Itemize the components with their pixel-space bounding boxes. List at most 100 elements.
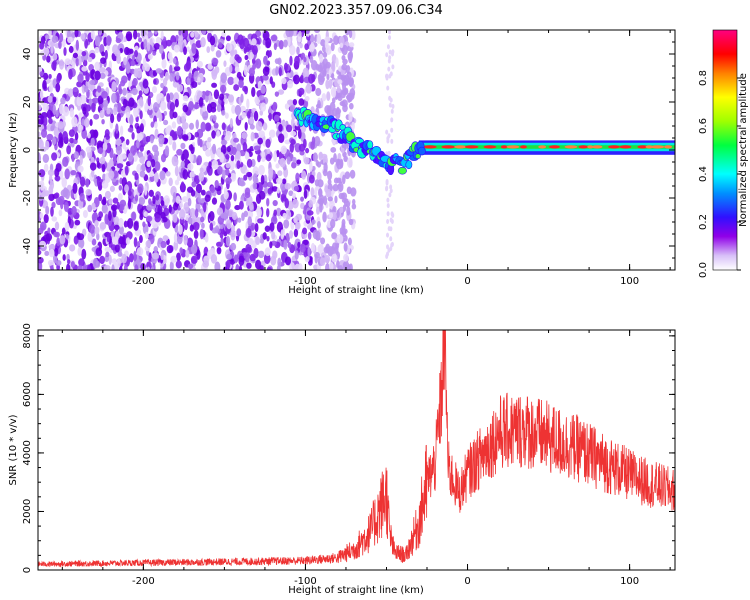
noise-blob (298, 185, 302, 193)
noise-blob (246, 158, 253, 168)
noise-blob (221, 110, 226, 116)
noise-blob (118, 83, 122, 93)
noise-blob (98, 30, 103, 36)
noise-blob (206, 140, 212, 149)
noise-blob (277, 89, 285, 95)
noise-blob (91, 102, 96, 113)
noise-blob (45, 205, 50, 215)
noise-blob (266, 266, 272, 270)
noise-blob (325, 79, 330, 90)
noise-blob (220, 212, 227, 219)
noise-blob (278, 66, 282, 77)
noise-blob (221, 31, 226, 38)
noise-blob (268, 167, 274, 177)
noise-blob (172, 57, 177, 65)
noise-blob (234, 54, 240, 61)
noise-blob (303, 156, 310, 165)
noise-blob (259, 109, 264, 116)
noise-blob (191, 81, 198, 89)
noise-blob (343, 155, 348, 163)
noise-blob (99, 156, 106, 165)
noise-blob (43, 116, 48, 127)
noise-blob (244, 54, 249, 61)
noise-blob (81, 66, 88, 72)
noise-blob (287, 79, 294, 89)
noise-blob (344, 171, 351, 180)
noise-blob (324, 38, 329, 50)
noise-blob (69, 137, 75, 144)
noise-blob (255, 120, 263, 132)
noise-blob (44, 42, 48, 48)
noise-blob (153, 78, 157, 85)
noise-blob (137, 37, 143, 43)
noise-blob (230, 242, 237, 251)
noise-blob (242, 142, 248, 152)
noise-blob (271, 186, 278, 192)
noise-blob (155, 193, 160, 201)
noise-blob (281, 195, 287, 202)
noise-blob (198, 96, 204, 107)
noise-blob (293, 228, 299, 238)
noise-blob (202, 105, 207, 112)
noise-blob (273, 209, 278, 217)
noise-blob (125, 237, 131, 245)
noise-blob (55, 82, 61, 93)
noise-blob (318, 152, 323, 159)
noise-blob (39, 212, 44, 219)
y-tick-label: 8000 (22, 323, 33, 348)
noise-blob (102, 142, 108, 151)
noise-blob (104, 49, 108, 60)
noise-blob (114, 244, 120, 253)
noise-blob (133, 106, 139, 118)
noise-blob (42, 102, 49, 112)
noise-blob (318, 76, 325, 86)
noise-blob (153, 30, 158, 35)
noise-blob (238, 264, 243, 270)
noise-blob (62, 106, 70, 117)
noise-blob (203, 201, 207, 213)
noise-blob (59, 136, 64, 146)
noise-blob (38, 227, 44, 235)
snr-xlabel: Height of straight line (km) (288, 585, 424, 596)
noise-blob (388, 49, 392, 55)
noise-blob (134, 45, 139, 52)
noise-blob (341, 228, 348, 235)
x-tick-label: 0 (464, 576, 470, 587)
noise-blob (330, 73, 335, 79)
noise-blob (226, 253, 233, 260)
noise-blob (206, 30, 214, 34)
noise-blob (142, 221, 146, 228)
noise-blob (138, 197, 146, 206)
noise-blob (219, 93, 225, 101)
noise-blob (294, 55, 300, 66)
noise-blob (174, 165, 179, 177)
noise-blob (59, 103, 64, 115)
noise-blob (264, 247, 271, 257)
noise-blob (82, 59, 88, 67)
noise-blob (59, 235, 66, 245)
noise-blob (77, 264, 83, 270)
snr-background (38, 330, 675, 570)
noise-blob (298, 98, 305, 106)
noise-blob (101, 91, 108, 99)
noise-blob (47, 169, 55, 176)
noise-blob (302, 67, 310, 79)
noise-blob (225, 35, 231, 42)
noise-blob (247, 216, 253, 227)
noise-blob (143, 38, 148, 50)
noise-blob (386, 251, 390, 257)
noise-blob (245, 227, 252, 238)
noise-blob (249, 253, 256, 262)
noise-blob (339, 101, 346, 107)
noise-blob (81, 118, 85, 126)
noise-blob (161, 59, 167, 69)
trace-band-inner (418, 145, 675, 149)
noise-blob (84, 38, 89, 49)
noise-blob (306, 210, 314, 216)
noise-blob (91, 202, 96, 210)
noise-blob (310, 42, 315, 53)
noise-blob (65, 233, 69, 240)
noise-blob (278, 133, 285, 144)
noise-blob (78, 258, 85, 267)
noise-blob (233, 192, 237, 202)
